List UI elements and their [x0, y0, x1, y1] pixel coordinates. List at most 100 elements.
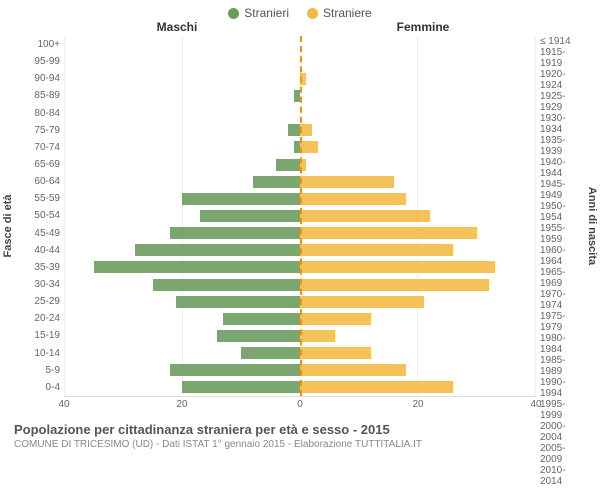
x-tick: 40 [58, 399, 69, 410]
y-axis-title-left: Fasce di età [2, 195, 14, 258]
y-tick-age: 55-59 [14, 193, 60, 204]
y-tick-age: 70-74 [14, 142, 60, 153]
bar-half-male [64, 261, 300, 273]
bar-female [300, 347, 371, 359]
bar-half-female [300, 330, 536, 342]
y-tick-birth: 2005-2009 [540, 443, 586, 465]
bar-male [253, 176, 300, 188]
bar-male [223, 313, 300, 325]
y-axis-right: ≤ 19141915-19191920-19241925-19291930-19… [536, 36, 586, 396]
column-title-female: Femmine [300, 20, 546, 34]
bar-half-male [64, 193, 300, 205]
y-tick-age: 90-94 [14, 73, 60, 84]
y-tick-age: 10-14 [14, 348, 60, 359]
y-tick-age: 25-29 [14, 296, 60, 307]
grid-container: 402002040 [64, 36, 536, 416]
bar-female [300, 364, 406, 376]
column-titles: Maschi Femmine [0, 20, 600, 34]
bar-male [182, 381, 300, 393]
bar-half-female [300, 39, 536, 51]
bar-male [94, 261, 301, 273]
y-tick-age: 75-79 [14, 125, 60, 136]
bar-half-female [300, 107, 536, 119]
bar-male [276, 159, 300, 171]
y-tick-age: 60-64 [14, 176, 60, 187]
y-tick-age: 95-99 [14, 56, 60, 67]
chart-footer: Popolazione per cittadinanza straniera p… [0, 416, 600, 450]
legend-swatch-male [228, 8, 239, 19]
bar-half-female [300, 313, 536, 325]
bar-half-female [300, 364, 536, 376]
bar-male [241, 347, 300, 359]
y-tick-age: 50-54 [14, 210, 60, 221]
bar-male [170, 227, 300, 239]
y-tick-birth: 1975-1979 [540, 311, 586, 333]
y-tick-age: 15-19 [14, 330, 60, 341]
y-tick-age: 0-4 [14, 382, 60, 393]
y-tick-birth: ≤ 1914 [540, 36, 586, 47]
center-line [300, 36, 302, 396]
bar-male [135, 244, 300, 256]
bar-half-male [64, 141, 300, 153]
y-tick-birth: 1965-1969 [540, 267, 586, 289]
bar-half-male [64, 124, 300, 136]
bar-female [300, 330, 335, 342]
bar-male [176, 296, 300, 308]
bar-male [182, 193, 300, 205]
population-pyramid-chart: Stranieri Straniere Maschi Femmine Fasce… [0, 0, 600, 500]
y-tick-birth: 2000-2004 [540, 421, 586, 443]
bar-half-female [300, 279, 536, 291]
y-tick-birth: 1950-1954 [540, 201, 586, 223]
x-tick: 20 [412, 399, 423, 410]
bar-half-male [64, 381, 300, 393]
y-tick-birth: 1980-1984 [540, 333, 586, 355]
bar-female [300, 261, 495, 273]
y-tick-birth: 1915-1919 [540, 47, 586, 69]
bar-half-male [64, 210, 300, 222]
x-tick: 40 [530, 399, 541, 410]
bar-half-female [300, 296, 536, 308]
plot-area: Fasce di età 100+95-9990-9485-8980-8475-… [0, 36, 600, 416]
bar-half-male [64, 159, 300, 171]
bar-half-male [64, 244, 300, 256]
y-tick-birth: 1985-1989 [540, 355, 586, 377]
y-axis-title-right: Anni di nascita [586, 187, 598, 265]
x-tick: 0 [297, 399, 303, 410]
bar-female [300, 210, 430, 222]
bar-male [217, 330, 300, 342]
bar-half-male [64, 227, 300, 239]
y-tick-birth: 1935-1939 [540, 135, 586, 157]
bar-half-male [64, 347, 300, 359]
bar-half-male [64, 279, 300, 291]
bar-half-female [300, 141, 536, 153]
bar-half-male [64, 90, 300, 102]
bar-half-female [300, 244, 536, 256]
bar-half-male [64, 39, 300, 51]
bar-half-male [64, 73, 300, 85]
bar-half-female [300, 176, 536, 188]
bar-half-male [64, 176, 300, 188]
y-tick-birth: 1940-1944 [540, 157, 586, 179]
y-tick-age: 45-49 [14, 228, 60, 239]
y-tick-birth: 1925-1929 [540, 91, 586, 113]
y-tick-age: 40-44 [14, 245, 60, 256]
y-tick-birth: 1970-1974 [540, 289, 586, 311]
y-tick-age: 85-89 [14, 90, 60, 101]
y-tick-age: 80-84 [14, 108, 60, 119]
legend-swatch-female [307, 8, 318, 19]
bar-female [300, 244, 453, 256]
y-tick-birth: 1920-1924 [540, 69, 586, 91]
footer-subtitle: COMUNE DI TRICESIMO (UD) - Dati ISTAT 1°… [14, 439, 586, 450]
y-axis-left: 100+95-9990-9485-8980-8475-7970-7465-696… [14, 36, 64, 396]
bar-half-female [300, 159, 536, 171]
bar-female [300, 296, 424, 308]
bar-female [300, 279, 489, 291]
bar-female [300, 141, 318, 153]
bar-half-female [300, 124, 536, 136]
bar-male [153, 279, 301, 291]
bar-half-male [64, 107, 300, 119]
y-tick-age: 5-9 [14, 365, 60, 376]
bar-half-female [300, 347, 536, 359]
bar-half-male [64, 330, 300, 342]
column-title-male: Maschi [54, 20, 300, 34]
